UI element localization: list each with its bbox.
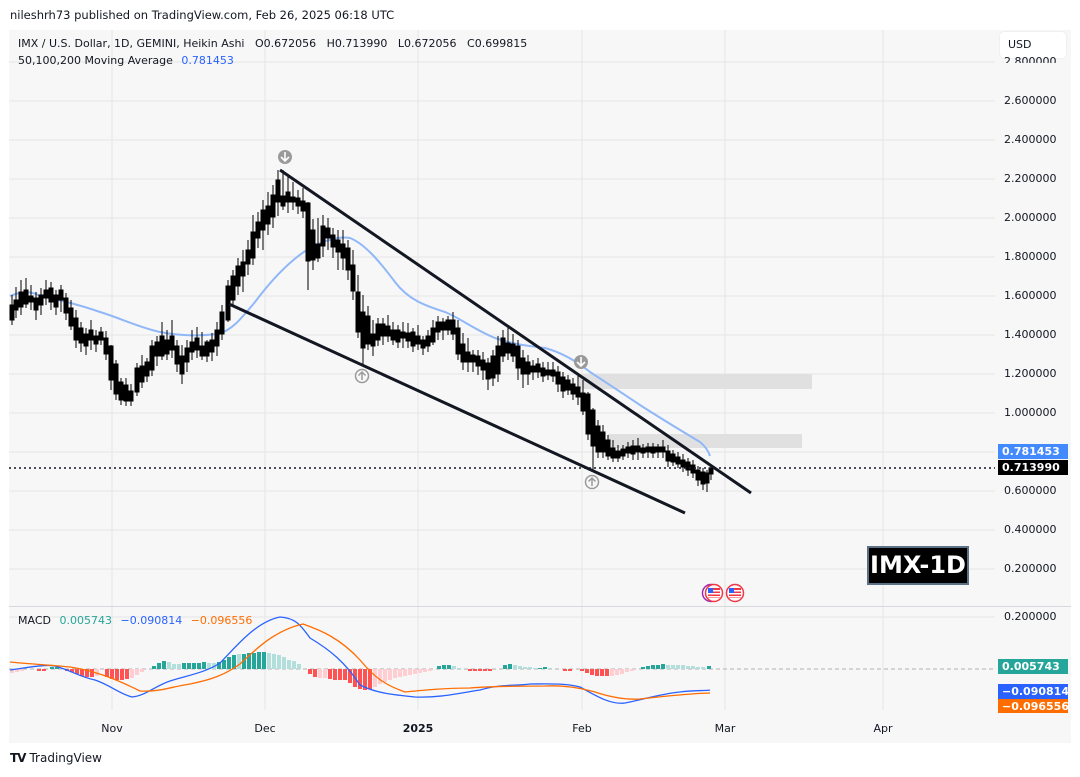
last-price-tag: 0.713990 (998, 460, 1068, 475)
chart-legend: IMX / U.S. Dollar, 1D, GEMINI, Heikin As… (18, 35, 527, 69)
resistance-zone-lower[interactable] (608, 434, 802, 448)
macd-line-tag: −0.090814 (998, 684, 1069, 699)
macd-hist-tag: 0.005743 (998, 659, 1068, 674)
price-tick: 1.200000 (1004, 367, 1057, 380)
pane-divider[interactable] (9, 606, 1071, 607)
arrow-up-icon[interactable] (584, 474, 600, 490)
price-tick: 2.800000 (1004, 55, 1057, 63)
ohlc-open: O0.672056 (254, 37, 317, 50)
ma-price-tag: 0.781453 (998, 444, 1068, 459)
macd-tick: 0.200000 (1004, 610, 1057, 623)
time-label-mar: Mar (714, 722, 736, 735)
price-tick: 1.800000 (1004, 250, 1057, 263)
price-tick: 2.000000 (1004, 211, 1057, 224)
signal-line[interactable] (9, 623, 711, 700)
macd-legend: MACD 0.005743 −0.090814 −0.096556 (18, 614, 252, 627)
ma-indicator-value: 0.781453 (181, 54, 234, 67)
resistance-trendline[interactable] (279, 168, 752, 495)
published-by-line: nileshrh73 published on TradingView.com,… (10, 8, 395, 22)
price-tick: 1.000000 (1004, 406, 1057, 419)
price-tick: 1.600000 (1004, 289, 1057, 302)
time-label-dec: Dec (254, 722, 276, 735)
ohlc-close: C0.699815 (467, 37, 528, 50)
time-label-feb: Feb (572, 722, 592, 735)
price-tick: 2.600000 (1004, 94, 1057, 107)
arrow-down-icon[interactable] (278, 150, 292, 164)
symbol-description[interactable]: IMX / U.S. Dollar, 1D, GEMINI, Heikin As… (18, 37, 245, 50)
ohlc-low: L0.672056 (397, 37, 457, 50)
macd-line[interactable] (9, 616, 711, 704)
ohlc-high: H0.713990 (326, 37, 388, 50)
support-trendline[interactable] (228, 302, 686, 515)
price-tick: 0.600000 (1004, 484, 1057, 497)
macd-histogram[interactable] (10, 652, 711, 690)
time-label-2025: 2025 (402, 722, 434, 735)
moving-average-line[interactable] (9, 236, 711, 457)
macd-signal-value: −0.096556 (190, 614, 253, 627)
price-tick: 2.200000 (1004, 172, 1057, 185)
price-tick: 0.200000 (1004, 562, 1057, 575)
horizontal-grid (9, 61, 995, 618)
currency-button[interactable]: USD (1000, 32, 1066, 58)
macd-histogram-value: 0.005743 (59, 614, 112, 627)
time-label-apr: Apr (873, 722, 893, 735)
tradingview-logo-icon: TV (10, 751, 27, 765)
macd-signal-tag: −0.096556 (998, 699, 1068, 713)
price-tick: 1.400000 (1004, 328, 1057, 341)
price-tick: 2.400000 (1004, 133, 1057, 146)
chart-title-badge[interactable]: IMX-1D (867, 546, 969, 585)
arrow-up-icon[interactable] (354, 368, 370, 384)
us-flag-event-icon[interactable] (725, 583, 745, 603)
macd-line-value: −0.090814 (120, 614, 183, 627)
tradingview-logo[interactable]: TV TradingView (10, 751, 102, 765)
us-flag-event-icon[interactable] (701, 583, 724, 603)
resistance-zone-upper[interactable] (579, 374, 812, 389)
arrow-down-icon[interactable] (574, 355, 588, 369)
price-tick: 0.400000 (1004, 523, 1057, 536)
macd-indicator-label[interactable]: MACD (18, 614, 51, 627)
ma-indicator-label[interactable]: 50,100,200 Moving Average (18, 54, 173, 67)
time-label-nov: Nov (101, 722, 123, 735)
heikin-ashi-candles[interactable] (9, 170, 714, 492)
tradingview-brand: TradingView (29, 751, 102, 765)
chart-area[interactable] (9, 30, 1071, 743)
